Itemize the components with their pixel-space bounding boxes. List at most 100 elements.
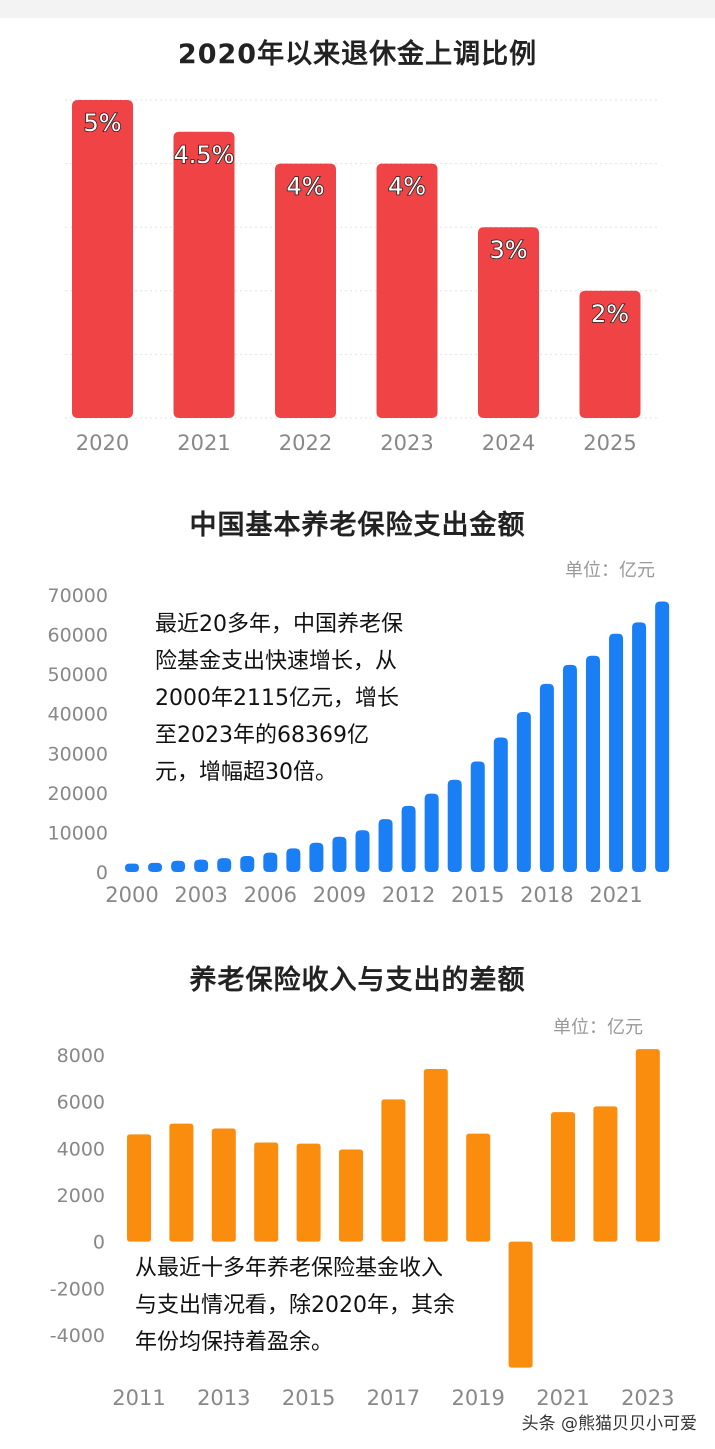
x-tick-label: 2021 bbox=[177, 431, 230, 455]
chart2-annotation-line: 2000年2115亿元，增长 bbox=[155, 686, 399, 711]
x-tick-label: 2022 bbox=[279, 431, 332, 455]
x-tick-label: 2003 bbox=[174, 883, 227, 907]
chart2-unit: 单位：亿元 bbox=[565, 560, 655, 581]
bar bbox=[171, 860, 186, 872]
bar bbox=[478, 227, 539, 418]
bar bbox=[332, 836, 347, 872]
chart2-annotation-line: 险基金支出快速增长，从 bbox=[155, 649, 398, 674]
bar bbox=[169, 1123, 194, 1242]
bar bbox=[424, 793, 439, 872]
chart3-unit: 单位：亿元 bbox=[553, 1017, 643, 1038]
y-tick-label: 40000 bbox=[48, 704, 108, 726]
chart3-svg: 8000 6000 4000 2000 0 -2000 -4000 2011 2013 2015 2… bbox=[50, 1045, 675, 1410]
bar bbox=[579, 290, 641, 418]
bar bbox=[217, 858, 232, 872]
bar bbox=[655, 601, 670, 872]
bar bbox=[493, 737, 508, 872]
x-tick-label: 2020 bbox=[76, 431, 129, 455]
chart3-annotation: 从最近十多年养老保险基金收入 与支出情况看，除2020年，其余 年份均保持着盈余… bbox=[135, 1250, 455, 1361]
chart1-svg: 5% 2020 4.5% 2021 4% 2022 4% 2023 3% 2024 2% 2025 bbox=[65, 99, 660, 455]
data-label: 4% bbox=[286, 173, 324, 201]
chart2-annotation-line: 元，增幅超30倍。 bbox=[155, 760, 337, 785]
bar bbox=[423, 1069, 448, 1242]
bar bbox=[211, 1128, 236, 1242]
bar bbox=[339, 1149, 363, 1242]
bar bbox=[539, 683, 554, 872]
bar bbox=[376, 163, 438, 418]
bar bbox=[593, 1106, 618, 1242]
watermark: 头条 @熊猫贝贝小可爱 bbox=[521, 1414, 697, 1434]
chart2-annotation-line: 最近20多年，中国养老保 bbox=[155, 612, 403, 637]
y-tick-label: 10000 bbox=[48, 822, 108, 844]
bar bbox=[401, 805, 416, 872]
y-tick-label: 60000 bbox=[48, 625, 108, 647]
x-tick-label: 2013 bbox=[197, 1386, 250, 1410]
y-tick-label: 0 bbox=[96, 862, 108, 884]
bar bbox=[632, 622, 647, 872]
y-tick-label: 30000 bbox=[48, 743, 108, 765]
chart2-svg: 7000060000500004000030000200001000002000… bbox=[48, 585, 670, 907]
bar bbox=[562, 664, 577, 872]
x-tick-label: 2012 bbox=[382, 883, 435, 907]
bar bbox=[263, 852, 278, 872]
x-tick-label: 2011 bbox=[112, 1386, 165, 1410]
bar bbox=[127, 1134, 151, 1242]
chart2-annotation-line: 至2023年的68369亿 bbox=[155, 723, 369, 748]
y-tick-label: 20000 bbox=[48, 783, 108, 805]
y-tick-label: 2000 bbox=[57, 1185, 105, 1207]
y-tick-label: 6000 bbox=[57, 1092, 105, 1114]
bar bbox=[635, 1049, 660, 1242]
bar bbox=[355, 830, 370, 872]
data-label: 2% bbox=[591, 300, 629, 328]
data-label: 4.5% bbox=[174, 141, 235, 169]
x-tick-label: 2009 bbox=[313, 883, 366, 907]
x-tick-label: 2023 bbox=[621, 1386, 674, 1410]
x-tick-label: 2006 bbox=[244, 883, 297, 907]
bar bbox=[466, 1133, 491, 1242]
chart1-title: 2020年以来退休金上调比例 bbox=[177, 39, 538, 70]
bar bbox=[551, 1112, 575, 1242]
y-tick-label: -4000 bbox=[50, 1325, 105, 1347]
bar bbox=[296, 1143, 321, 1242]
x-tick-label: 2015 bbox=[451, 883, 504, 907]
bar bbox=[609, 633, 624, 872]
bar bbox=[254, 1142, 279, 1242]
data-label: 5% bbox=[83, 109, 121, 137]
x-tick-label: 2023 bbox=[380, 431, 433, 455]
x-tick-label: 2015 bbox=[282, 1386, 335, 1410]
bar bbox=[125, 863, 139, 872]
chart3-annotation-line: 与支出情况看，除2020年，其余 bbox=[135, 1293, 455, 1318]
x-tick-label: 2018 bbox=[520, 883, 573, 907]
chart3-annotation-line: 年份均保持着盈余。 bbox=[135, 1330, 334, 1355]
y-tick-label: 8000 bbox=[57, 1045, 105, 1067]
chart2-annotation: 最近20多年，中国养老保 险基金支出快速增长，从 2000年2115亿元，增长 … bbox=[155, 606, 403, 791]
bar bbox=[470, 761, 485, 872]
chart2-title: 中国基本养老保险支出金额 bbox=[189, 510, 526, 541]
bar bbox=[586, 655, 600, 872]
y-tick-label: 4000 bbox=[57, 1138, 105, 1160]
x-tick-label: 2021 bbox=[589, 883, 642, 907]
bar bbox=[447, 779, 462, 872]
bar bbox=[309, 842, 324, 872]
x-tick-label: 2024 bbox=[482, 431, 535, 455]
bar bbox=[72, 100, 133, 418]
x-tick-label: 2019 bbox=[451, 1386, 504, 1410]
bar bbox=[381, 1099, 406, 1242]
bar bbox=[378, 819, 393, 872]
bar bbox=[148, 862, 163, 872]
bar bbox=[286, 848, 301, 872]
bar bbox=[194, 859, 209, 872]
top-band bbox=[0, 0, 715, 18]
data-label: 3% bbox=[489, 236, 527, 264]
y-tick-label: 70000 bbox=[48, 585, 108, 607]
data-label: 4% bbox=[388, 173, 426, 201]
bar bbox=[240, 856, 255, 872]
bar bbox=[173, 131, 235, 419]
y-tick-label: 0 bbox=[93, 1232, 105, 1254]
y-tick-label: -2000 bbox=[50, 1278, 105, 1300]
bar bbox=[508, 1241, 533, 1368]
bar bbox=[516, 712, 531, 872]
x-tick-label: 2017 bbox=[367, 1386, 420, 1410]
bar bbox=[275, 163, 336, 418]
x-tick-label: 2025 bbox=[583, 431, 636, 455]
